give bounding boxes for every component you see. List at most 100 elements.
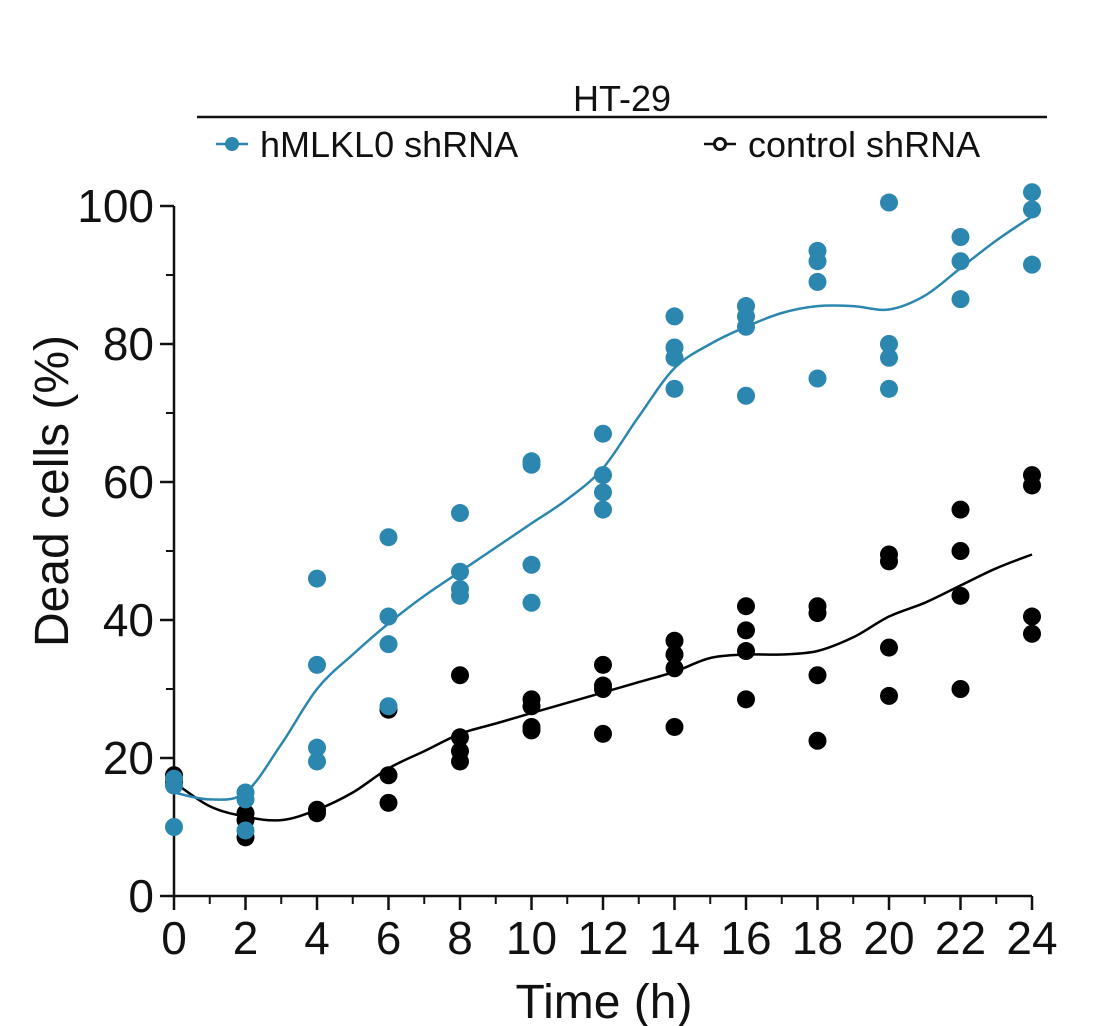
x-tick-label: 0 xyxy=(161,912,187,964)
point-hmlkl0 xyxy=(308,655,326,674)
x-tick-label: 18 xyxy=(792,912,843,964)
legend-label-control: control shRNA xyxy=(748,124,980,165)
point-control xyxy=(808,604,827,623)
point-hmlkl0 xyxy=(308,569,326,588)
point-hmlkl0 xyxy=(737,386,755,405)
point-control xyxy=(951,680,970,698)
point-hmlkl0 xyxy=(308,738,326,757)
point-hmlkl0 xyxy=(451,562,469,581)
point-hmlkl0 xyxy=(594,466,612,485)
data-points xyxy=(165,183,1041,847)
point-hmlkl0 xyxy=(880,379,898,398)
point-hmlkl0 xyxy=(808,272,827,291)
point-control xyxy=(1023,607,1041,626)
point-hmlkl0 xyxy=(451,586,469,605)
point-control xyxy=(379,766,398,785)
point-control xyxy=(522,697,541,716)
x-tick-label: 8 xyxy=(447,912,473,964)
point-control xyxy=(951,586,970,605)
point-hmlkl0 xyxy=(880,348,898,367)
point-control xyxy=(594,724,612,743)
point-hmlkl0 xyxy=(522,555,541,574)
point-hmlkl0 xyxy=(379,697,398,716)
point-hmlkl0 xyxy=(165,818,183,836)
y-tick-label: 0 xyxy=(128,870,154,922)
x-tick-label: 22 xyxy=(935,912,986,964)
point-control xyxy=(737,642,755,661)
point-control xyxy=(737,621,755,640)
y-axis-title: Dead cells (%) xyxy=(26,335,79,647)
point-hmlkl0 xyxy=(665,348,684,367)
x-tick-label: 16 xyxy=(720,912,771,964)
point-hmlkl0 xyxy=(665,307,684,326)
point-control xyxy=(522,721,541,740)
legend: hMLKL0 shRNA control shRNA xyxy=(216,124,980,165)
point-hmlkl0 xyxy=(165,769,183,788)
y-tick-label: 20 xyxy=(103,732,154,784)
point-control xyxy=(665,717,684,736)
point-control xyxy=(808,666,827,685)
point-control xyxy=(379,793,398,812)
point-control xyxy=(737,597,755,616)
x-axis-title: Time (h) xyxy=(516,976,693,1026)
point-hmlkl0 xyxy=(308,752,326,771)
x-tick-label: 24 xyxy=(1006,912,1057,964)
point-control xyxy=(665,659,684,678)
point-control xyxy=(880,552,898,571)
point-control xyxy=(665,645,684,664)
legend-item-control[interactable]: control shRNA xyxy=(704,124,980,165)
point-hmlkl0 xyxy=(880,193,898,212)
point-hmlkl0 xyxy=(594,424,612,443)
x-tick-label: 10 xyxy=(506,912,557,964)
point-control xyxy=(308,804,326,823)
legend-marker-control xyxy=(713,137,727,151)
point-hmlkl0 xyxy=(808,252,827,271)
point-hmlkl0 xyxy=(951,290,970,309)
point-control xyxy=(594,680,612,698)
point-control xyxy=(880,638,898,657)
legend-item-hmlkl0[interactable]: hMLKL0 shRNA xyxy=(216,124,518,165)
point-hmlkl0 xyxy=(379,635,398,654)
x-tick-label: 12 xyxy=(577,912,628,964)
point-hmlkl0 xyxy=(737,317,755,336)
legend-marker-hmlkl0 xyxy=(225,137,239,151)
point-control xyxy=(451,752,469,771)
point-control xyxy=(451,666,469,685)
chart-title: HT-29 xyxy=(573,78,671,119)
point-hmlkl0 xyxy=(951,228,970,247)
y-tick-label: 60 xyxy=(103,456,154,508)
point-control xyxy=(1023,476,1041,495)
x-tick-label: 14 xyxy=(649,912,700,964)
point-hmlkl0 xyxy=(236,790,255,809)
point-control xyxy=(665,631,684,650)
x-tick-label: 20 xyxy=(863,912,914,964)
point-hmlkl0 xyxy=(236,821,255,840)
point-hmlkl0 xyxy=(1023,255,1041,274)
point-hmlkl0 xyxy=(522,455,541,474)
point-control xyxy=(594,655,612,674)
y-tick-label: 40 xyxy=(103,594,154,646)
point-control xyxy=(1023,624,1041,643)
y-tick-label: 100 xyxy=(77,180,154,232)
x-tick-label: 2 xyxy=(233,912,259,964)
point-control xyxy=(808,731,827,750)
point-hmlkl0 xyxy=(665,379,684,398)
point-hmlkl0 xyxy=(594,483,612,502)
point-hmlkl0 xyxy=(379,607,398,626)
point-hmlkl0 xyxy=(808,369,827,388)
point-hmlkl0 xyxy=(951,252,970,271)
point-control xyxy=(951,500,970,519)
point-hmlkl0 xyxy=(594,500,612,519)
x-tick-label: 6 xyxy=(376,912,402,964)
point-hmlkl0 xyxy=(880,335,898,353)
axes xyxy=(160,204,1034,910)
point-hmlkl0 xyxy=(1023,183,1041,202)
y-tick-label: 80 xyxy=(103,318,154,370)
point-control xyxy=(451,728,469,747)
point-hmlkl0 xyxy=(1023,200,1041,219)
point-hmlkl0 xyxy=(379,528,398,547)
legend-label-hmlkl0: hMLKL0 shRNA xyxy=(260,124,518,165)
point-control xyxy=(737,690,755,709)
point-control xyxy=(951,542,970,560)
